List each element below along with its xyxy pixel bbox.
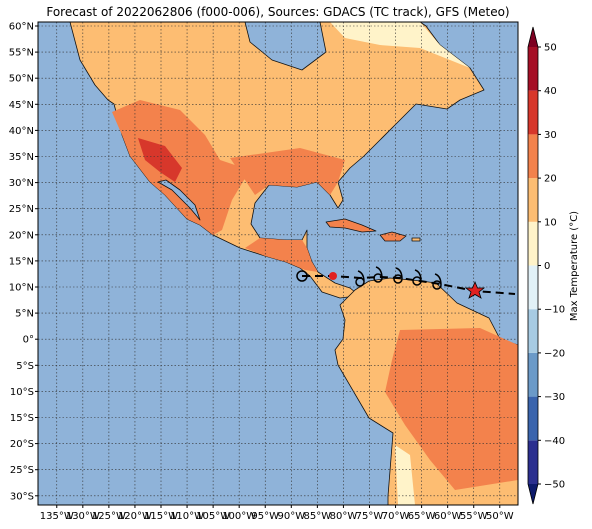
puerto-rico xyxy=(411,237,421,242)
colorbar-extend-low xyxy=(528,484,538,504)
lon-tick-label: 70°W xyxy=(382,511,410,522)
colorbar-tick-label: −50 xyxy=(544,480,565,491)
colorbar-segment xyxy=(528,47,538,91)
lat-tick-label: 50°N xyxy=(9,74,34,85)
lat-tick-label: 15°N xyxy=(9,256,34,267)
track-start xyxy=(296,270,308,282)
lat-tick-label: 10°N xyxy=(9,283,34,294)
lat-tick-label: 60°N xyxy=(9,22,34,33)
colorbar-tick-label: 10 xyxy=(544,217,557,228)
warm-southeast xyxy=(230,148,345,195)
colorbar-label: Max Temperature (°C) xyxy=(569,211,580,321)
lon-tick-label: 110°W xyxy=(170,511,204,522)
lon-tick-label: 55°W xyxy=(460,511,488,522)
track-point xyxy=(329,272,337,280)
lat-tick-label: 35°N xyxy=(9,152,34,163)
colorbar-segment xyxy=(528,90,538,135)
colorbar-extend-high xyxy=(528,27,538,47)
colorbar: −50 −40 −30 −20 −10 0 10 20 30 40 50 xyxy=(527,26,565,505)
lat-tick-label: 20°N xyxy=(9,230,34,241)
lon-tick-label: 105°W xyxy=(196,511,230,522)
lon-tick-label: 75°W xyxy=(356,511,384,522)
map-frame xyxy=(37,21,519,506)
gulf-of-california xyxy=(157,179,201,221)
lon-tick-label: 80°W xyxy=(330,511,358,522)
colorbar-tick-label: 20 xyxy=(544,174,557,185)
current-position xyxy=(464,280,486,299)
lon-tick-label: 130°W xyxy=(66,511,100,522)
lat-tick-label: 20°S xyxy=(10,439,34,450)
colorbar-segment xyxy=(528,396,538,441)
lat-tick-label: 0° xyxy=(23,335,34,346)
lon-tick-label: 50°W xyxy=(486,511,514,522)
storm-track xyxy=(302,275,516,295)
lon-tick-label: 120°W xyxy=(118,511,152,522)
lon-tick-label: 115°W xyxy=(144,511,178,522)
colorbar-tick-label: −20 xyxy=(544,348,565,359)
map-title: Forecast of 2022062806 (f000-006), Sourc… xyxy=(46,5,509,19)
lon-tick-label: 95°W xyxy=(251,511,279,522)
lon-tick-label: 125°W xyxy=(92,511,126,522)
lat-tick-label: 40°N xyxy=(9,126,34,137)
colorbar-segment xyxy=(528,265,538,310)
lon-tick-label: 135°W xyxy=(40,511,74,522)
colorbar-segment xyxy=(528,352,538,397)
hot-spot xyxy=(138,138,182,182)
lat-tick-label: 5°N xyxy=(15,309,34,320)
lon-tick-label: 65°W xyxy=(408,511,436,522)
graticule xyxy=(38,22,518,505)
colorbar-segment xyxy=(528,178,538,222)
colorbar-segment xyxy=(528,309,538,353)
colorbar-tick-label: −30 xyxy=(544,392,565,403)
lat-tick-label: 25°N xyxy=(9,204,34,215)
colorbar-segment xyxy=(528,440,538,484)
cool-north xyxy=(330,22,470,68)
colorbar-tick-label: −10 xyxy=(544,305,565,316)
lat-tick-label: 10°S xyxy=(10,387,34,398)
lat-tick-label: 5°S xyxy=(16,361,34,372)
lon-tick-label: 85°W xyxy=(304,511,332,522)
colorbar-tick-label: 40 xyxy=(544,86,557,97)
warm-central xyxy=(245,238,318,272)
lat-tick-label: 30°N xyxy=(9,178,34,189)
colorbar-tick-label: 30 xyxy=(544,130,557,141)
lon-tick-label: 90°W xyxy=(277,511,305,522)
lat-tick-label: 30°S xyxy=(10,491,34,502)
map-body xyxy=(38,22,518,505)
warm-brazil xyxy=(385,328,518,490)
hispaniola xyxy=(379,231,407,242)
colorbar-segment xyxy=(528,134,538,179)
lat-tick-label: 45°N xyxy=(9,100,34,111)
colorbar-segment xyxy=(528,221,538,266)
cuba xyxy=(325,218,377,233)
colorbar-tick-label: 0 xyxy=(544,261,550,272)
lat-tick-label: 55°N xyxy=(9,48,34,59)
cool-andes xyxy=(395,445,415,505)
storm-symbols xyxy=(355,266,442,290)
colorbar-tick-label: 50 xyxy=(544,43,557,54)
colorbar-tick-label: −40 xyxy=(544,436,565,447)
lat-tick-label: 25°S xyxy=(10,465,34,476)
lon-tick-label: 60°W xyxy=(434,511,462,522)
lon-tick-label: 100°W xyxy=(222,511,256,522)
lat-tick-label: 15°S xyxy=(10,413,34,424)
